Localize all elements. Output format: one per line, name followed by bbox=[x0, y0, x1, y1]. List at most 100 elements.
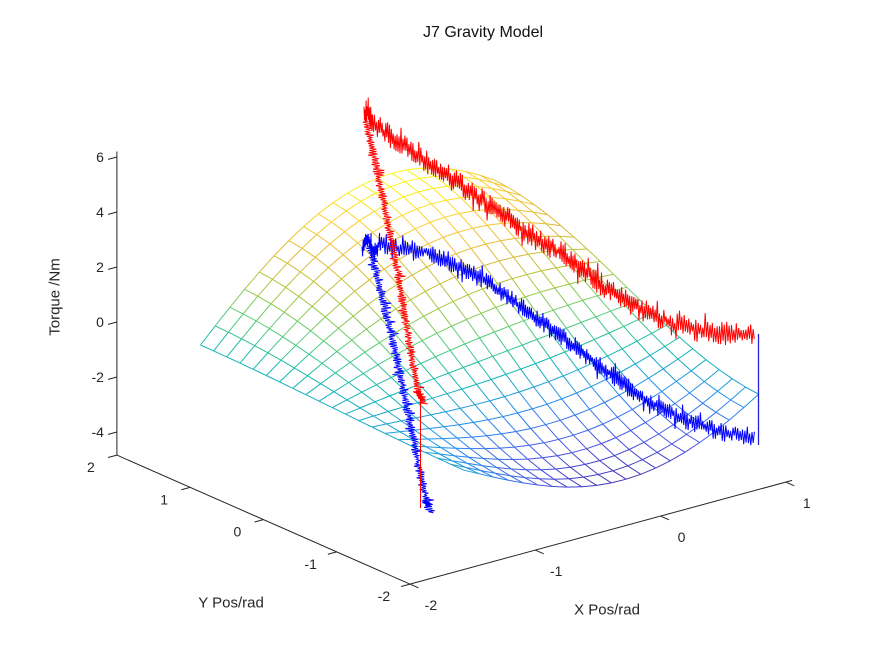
mesh-line bbox=[690, 370, 705, 382]
mesh-line bbox=[520, 368, 535, 388]
mesh-line bbox=[612, 465, 628, 472]
mesh-line bbox=[479, 331, 495, 339]
mesh-line bbox=[531, 222, 547, 225]
mesh-line bbox=[480, 470, 494, 478]
mesh-line bbox=[280, 344, 297, 361]
mesh-line bbox=[593, 339, 608, 357]
mesh-line bbox=[548, 381, 563, 400]
mesh-line bbox=[440, 447, 455, 457]
mesh-line bbox=[431, 397, 446, 413]
mesh-line bbox=[518, 391, 533, 410]
mesh-line bbox=[432, 188, 447, 201]
y-tick-label: -2 bbox=[378, 588, 391, 604]
mesh-line bbox=[200, 325, 216, 346]
mesh-line bbox=[493, 182, 507, 192]
mesh-line bbox=[279, 367, 295, 383]
mesh-line bbox=[362, 184, 376, 194]
mesh-line bbox=[468, 456, 483, 467]
mesh-line bbox=[317, 202, 334, 215]
mesh-line bbox=[460, 404, 476, 409]
mesh-line bbox=[386, 420, 402, 425]
mesh-line bbox=[440, 447, 456, 449]
mesh-line bbox=[273, 240, 290, 257]
mesh-line bbox=[484, 260, 500, 266]
mesh-line bbox=[464, 343, 479, 363]
mesh-line bbox=[500, 433, 515, 448]
mesh-line bbox=[420, 356, 436, 364]
mesh-line bbox=[598, 470, 614, 475]
mesh-line bbox=[372, 222, 388, 233]
mesh-line bbox=[581, 484, 597, 488]
mesh-line bbox=[369, 279, 383, 295]
mesh-line bbox=[573, 429, 589, 436]
mesh-line bbox=[465, 466, 481, 471]
mesh-line bbox=[344, 231, 359, 244]
mesh-line bbox=[532, 211, 547, 225]
mesh-line bbox=[428, 236, 444, 245]
x-tick-label: 0 bbox=[678, 529, 686, 545]
mesh-line bbox=[252, 368, 267, 376]
mesh-line bbox=[545, 419, 561, 426]
mesh-line bbox=[366, 328, 380, 343]
mesh-line bbox=[489, 400, 504, 417]
mesh-line bbox=[326, 278, 342, 293]
mesh-line bbox=[403, 196, 418, 210]
mesh-line bbox=[450, 168, 465, 178]
y-tick-label: 0 bbox=[234, 524, 242, 540]
mesh-line bbox=[494, 472, 509, 481]
z-tick-mark bbox=[107, 431, 118, 435]
mesh-line bbox=[380, 308, 397, 320]
mesh-line bbox=[705, 359, 720, 370]
mesh-line bbox=[621, 348, 636, 365]
mesh-line bbox=[628, 441, 645, 450]
mesh-line bbox=[715, 399, 732, 413]
mesh-line bbox=[404, 181, 419, 193]
mesh-line bbox=[293, 353, 310, 369]
mesh-line bbox=[661, 391, 676, 404]
mesh-line bbox=[481, 465, 496, 474]
mesh-line bbox=[626, 286, 641, 301]
mesh-line bbox=[554, 287, 569, 306]
mesh-line bbox=[433, 378, 448, 395]
mesh-line bbox=[521, 195, 535, 206]
mesh-line bbox=[599, 460, 614, 472]
mesh-line bbox=[420, 363, 435, 380]
mesh-line bbox=[545, 223, 560, 237]
mesh-line bbox=[347, 192, 362, 202]
mesh-line bbox=[323, 327, 339, 342]
mesh-line bbox=[529, 442, 544, 446]
mesh-line bbox=[541, 270, 556, 289]
mesh-line bbox=[549, 357, 564, 377]
mesh-line bbox=[307, 375, 321, 385]
mesh-line bbox=[346, 399, 361, 409]
mesh-line bbox=[429, 222, 444, 238]
mesh-line bbox=[511, 468, 527, 471]
mesh-line bbox=[615, 437, 630, 450]
mesh-line bbox=[408, 315, 424, 325]
mesh-line bbox=[486, 433, 502, 437]
mesh-line bbox=[528, 444, 543, 459]
mesh-line bbox=[552, 486, 568, 488]
mesh-line bbox=[508, 320, 524, 327]
mesh-line bbox=[411, 266, 428, 276]
mesh-line bbox=[463, 176, 478, 187]
mesh-line bbox=[556, 455, 571, 468]
mesh-line bbox=[567, 299, 583, 306]
mesh-line bbox=[560, 225, 575, 238]
mesh-line bbox=[590, 386, 605, 403]
mesh-line bbox=[363, 364, 379, 374]
mesh-line bbox=[388, 203, 403, 216]
mesh-line bbox=[457, 227, 473, 233]
mesh-line bbox=[370, 255, 385, 270]
mesh-line bbox=[446, 388, 462, 395]
mesh-line bbox=[542, 251, 557, 269]
mesh-line bbox=[623, 326, 638, 342]
mesh-line bbox=[496, 467, 512, 470]
mesh-line bbox=[300, 256, 316, 273]
mesh-line bbox=[586, 248, 601, 262]
mesh-line bbox=[406, 169, 421, 179]
mesh-line bbox=[474, 404, 489, 421]
mesh-line bbox=[459, 408, 474, 423]
